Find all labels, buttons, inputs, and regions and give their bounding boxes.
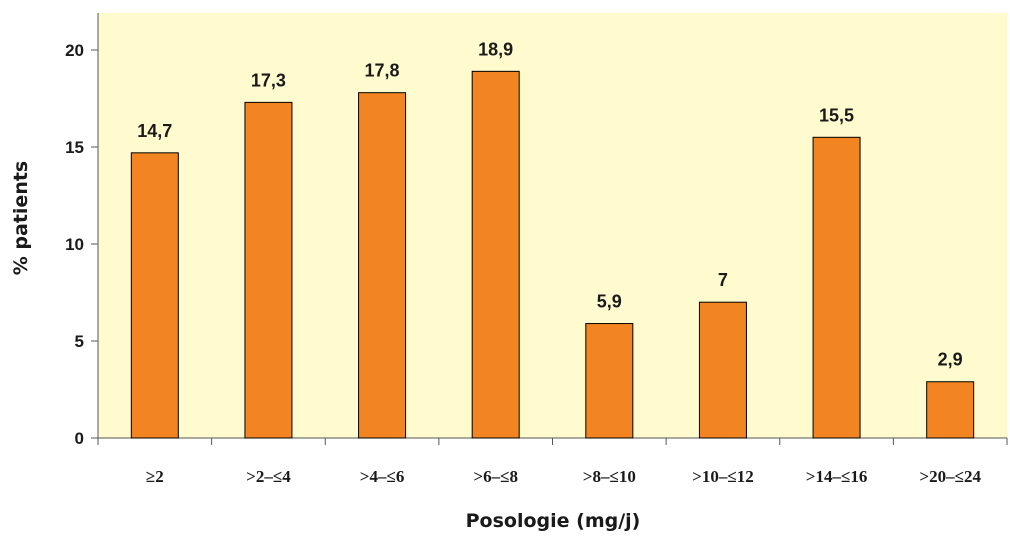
bar-series [130,70,975,439]
y-tick-label: 20 [65,41,84,60]
x-tick-label: >8–≤10 [583,467,636,486]
data-label: 17,3 [251,70,286,90]
data-label: 5,9 [597,292,622,312]
y-tick-label: 15 [65,138,84,157]
y-tick-label: 10 [65,235,84,254]
bar [698,301,747,439]
bar [130,152,179,439]
data-label: 17,8 [365,61,400,81]
bar [926,381,975,439]
data-label: 7 [718,270,728,290]
data-label: 18,9 [478,39,513,59]
y-axis-title: % patients [10,161,32,275]
x-axis: ≥2 >2–≤4 >4–≤6 >6–≤8 >8–≤10 >10–≤12 >14–≤16 >20… [97,437,1008,486]
x-tick-label: >2–≤4 [246,467,291,486]
plot-area [98,13,1007,438]
x-axis-title: Posologie (mg/j) [466,510,641,532]
data-label: 14,7 [137,121,172,141]
x-tick-label: >20–≤24 [919,467,981,486]
y-axis: 0 5 10 15 20 [65,13,99,448]
x-tick-label: >6–≤8 [473,467,518,486]
bar [585,323,634,439]
x-tick-label: >4–≤6 [360,467,405,486]
bar [244,101,293,439]
x-tick-label: >10–≤12 [692,467,754,486]
x-tick-label: ≥2 [146,467,164,486]
data-labels: 14,7 17,3 17,8 18,9 5,9 7 15,5 2,9 [137,39,962,369]
bar [358,92,407,439]
data-label: 15,5 [819,105,854,125]
y-tick-label: 0 [75,429,84,448]
data-label: 2,9 [938,350,963,370]
bar [812,136,861,439]
bar [471,70,520,439]
x-tick-label: >14–≤16 [806,467,868,486]
y-tick-label: 5 [75,332,84,351]
